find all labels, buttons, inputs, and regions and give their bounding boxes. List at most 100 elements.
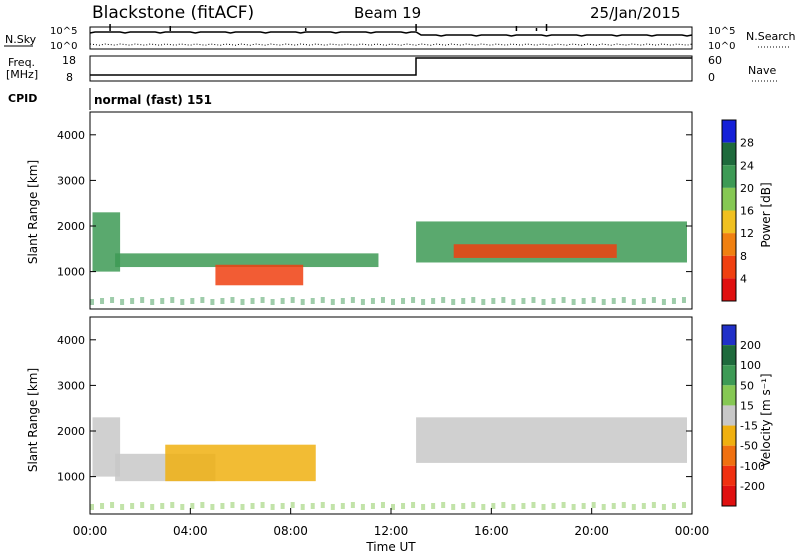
ground-scatter-mark	[631, 504, 636, 510]
nsearch-label: N.Search	[746, 30, 796, 43]
ground-scatter-mark	[340, 503, 345, 509]
y-tick-label: 2000	[57, 425, 85, 438]
ground-scatter-mark	[481, 299, 486, 305]
ground-scatter-mark	[521, 298, 526, 304]
ground-scatter-mark	[170, 297, 175, 303]
ground-scatter-mark	[581, 503, 586, 509]
freq-panel: Freq. [MHz] 18 8 60 0 Nave	[6, 54, 778, 84]
ground-scatter-mark	[641, 503, 646, 509]
ground-scatter-mark	[431, 503, 436, 509]
x-axis-label: Time UT	[365, 540, 416, 554]
ground-scatter-mark	[350, 297, 355, 303]
ground-scatter-mark	[451, 299, 456, 305]
colorbar-frame	[721, 324, 737, 507]
ground-scatter-mark	[330, 504, 335, 510]
colorbar-swatch	[722, 210, 736, 234]
ground-scatter-mark	[511, 504, 516, 510]
colorbar-swatch	[722, 255, 736, 279]
velocity-panel: 1000 2000 3000 4000 Slant Range [km] 200 100…	[26, 316, 773, 515]
ground-scatter-mark	[431, 298, 436, 304]
ground-scatter-mark	[541, 299, 546, 305]
nsearch-series-line	[89, 43, 693, 46]
ground-scatter-mark	[250, 298, 255, 304]
ground-scatter-mark	[571, 299, 576, 305]
colorbar-tick-label: 15	[740, 399, 754, 412]
ground-scatter-mark	[260, 502, 265, 508]
ground-scatter-mark	[461, 503, 466, 509]
power-panel: 1000 2000 3000 4000 Slant Range [km] 4 8 12 16…	[26, 111, 773, 310]
x-tick-label: 04:00	[173, 524, 208, 538]
nave-label: Nave	[748, 64, 776, 77]
nsky-left-tick-bottom: 10^0	[50, 41, 77, 52]
ground-scatter-mark	[681, 297, 686, 303]
date-label: 25/Jan/2015	[590, 4, 681, 22]
ground-scatter-mark	[611, 298, 616, 304]
velocity-colorbar: 200 100 50 15 -15 -50 -100 -200	[721, 324, 765, 507]
ground-scatter-mark	[621, 502, 626, 508]
ground-scatter-mark	[290, 297, 295, 303]
ground-scatter-mark	[611, 503, 616, 509]
ground-scatter-mark	[621, 297, 626, 303]
scatter-band	[165, 444, 316, 482]
ground-scatter-mark	[651, 297, 656, 303]
nsky-panel: N.Sky 10^5 10^0 10^5 10^0 N.Search	[4, 24, 796, 52]
ground-scatter-mark	[561, 502, 566, 508]
freq-label-line1: Freq.	[8, 56, 35, 69]
freq-left-tick-bottom: 8	[66, 71, 73, 84]
colorbar-tick-label: 24	[740, 159, 754, 172]
ground-scatter-mark	[370, 298, 375, 304]
ground-scatter-mark	[310, 503, 315, 509]
ground-scatter-mark	[190, 503, 195, 509]
ground-scatter-mark	[170, 502, 175, 508]
colorbar-swatch	[722, 142, 736, 166]
ground-scatter-mark	[421, 504, 426, 510]
velocity-y-axis-label: Slant Range [km]	[26, 368, 40, 472]
ground-scatter-mark	[421, 299, 426, 305]
colorbar-tick-label: 12	[740, 227, 754, 240]
nsky-left-tick-top: 10^5	[50, 26, 77, 37]
ground-scatter-mark	[230, 297, 235, 303]
nsky-right-tick-top: 10^5	[708, 26, 735, 37]
cpid-label: CPID	[8, 92, 37, 105]
colorbar-swatch	[722, 405, 736, 426]
colorbar-tick-label: 4	[740, 272, 747, 285]
colorbar-swatch	[722, 120, 736, 143]
ground-scatter-mark	[491, 503, 496, 509]
ground-scatter-mark	[601, 504, 606, 510]
ground-scatter-mark	[240, 299, 245, 305]
colorbar-swatch	[722, 425, 736, 446]
ground-scatter-mark	[120, 299, 125, 305]
ground-scatter-mark	[531, 502, 536, 508]
ground-scatter-mark	[661, 299, 666, 305]
ground-scatter-mark	[531, 297, 536, 303]
nsky-frame	[89, 26, 693, 50]
ground-scatter-mark	[200, 502, 205, 508]
x-tick-label: 20:00	[574, 524, 609, 538]
colorbar-tick-label: -200	[740, 480, 765, 493]
y-tick-label: 1000	[57, 266, 85, 279]
velocity-colorbar-label: Velocity [m s⁻¹]	[759, 373, 773, 466]
velocity-plot-area	[90, 317, 692, 514]
ground-scatter-mark	[581, 298, 586, 304]
ground-scatter-mark	[120, 504, 125, 510]
ground-scatter-mark	[330, 299, 335, 305]
colorbar-swatch	[722, 385, 736, 406]
ground-scatter-mark	[561, 297, 566, 303]
nsky-spikes	[109, 24, 548, 31]
ground-scatter-mark	[140, 297, 145, 303]
ground-scatter-mark	[280, 298, 285, 304]
colorbar-tick-label: -50	[740, 440, 758, 453]
power-colorbar-label: Power [dB]	[759, 182, 773, 247]
ground-scatter-mark	[130, 298, 135, 304]
freq-label-line2: [MHz]	[6, 68, 38, 81]
ground-scatter-mark	[110, 502, 115, 508]
power-y-axis-label: Slant Range [km]	[26, 160, 40, 264]
ground-scatter-mark	[601, 299, 606, 305]
power-y-ticks: 1000 2000 3000 4000	[57, 129, 692, 279]
ground-scatter-mark	[391, 504, 395, 510]
y-tick-label: 4000	[57, 334, 85, 347]
ground-scatter-mark	[190, 298, 195, 304]
colorbar-swatch	[722, 465, 736, 486]
beam-label: Beam 19	[354, 4, 421, 22]
